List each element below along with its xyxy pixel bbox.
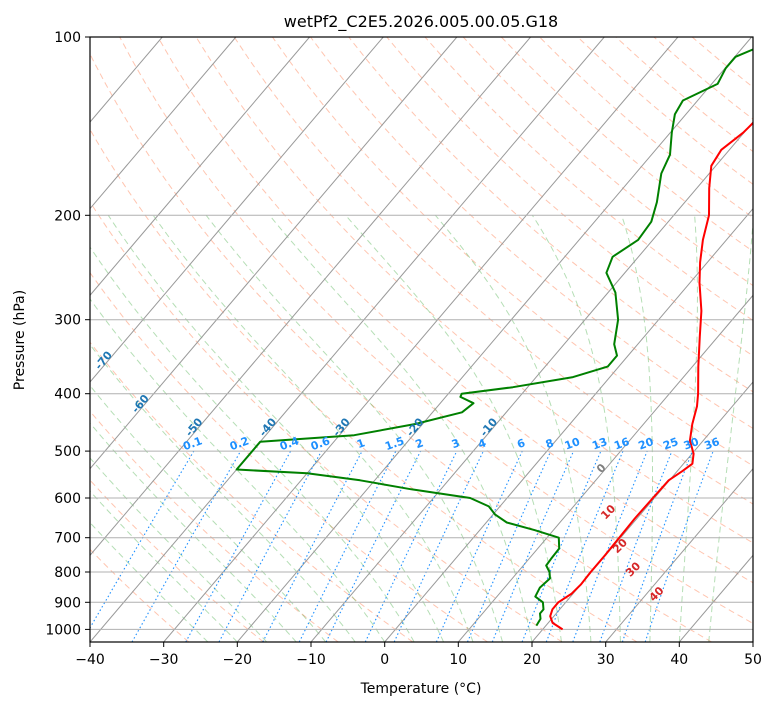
- y-tick-label: 1000: [45, 622, 81, 638]
- isotherm-line: [753, 37, 775, 642]
- y-tick-label: 100: [54, 30, 81, 46]
- x-tick-label: −10: [296, 652, 326, 668]
- y-tick-label: 300: [54, 313, 81, 329]
- chart-title: wetPf2_C2E5.2026.005.00.05.G18: [284, 12, 558, 32]
- x-tick-label: 30: [597, 652, 615, 668]
- x-tick-label: 50: [744, 652, 762, 668]
- x-tick-label: 20: [523, 652, 541, 668]
- y-tick-label: 600: [54, 491, 81, 507]
- x-tick-label: 40: [670, 652, 688, 668]
- x-tick-label: −30: [149, 652, 179, 668]
- x-tick-label: −40: [75, 652, 105, 668]
- x-tick-label: −20: [223, 652, 253, 668]
- isotherm-label: -100: [0, 202, 19, 232]
- y-tick-label: 900: [54, 595, 81, 611]
- x-tick-label: 10: [449, 652, 467, 668]
- y-tick-label: 800: [54, 565, 81, 581]
- isotherm-label: -90: [24, 255, 47, 279]
- y-tick-label: 700: [54, 531, 81, 547]
- y-axis-label: Pressure (hPa): [12, 290, 28, 390]
- plot-background: [90, 37, 753, 642]
- y-tick-label: 400: [54, 387, 81, 403]
- y-tick-label: 200: [54, 208, 81, 224]
- x-axis-label: Temperature (°C): [360, 681, 482, 697]
- y-tick-label: 500: [54, 444, 81, 460]
- x-tick-label: 0: [380, 652, 389, 668]
